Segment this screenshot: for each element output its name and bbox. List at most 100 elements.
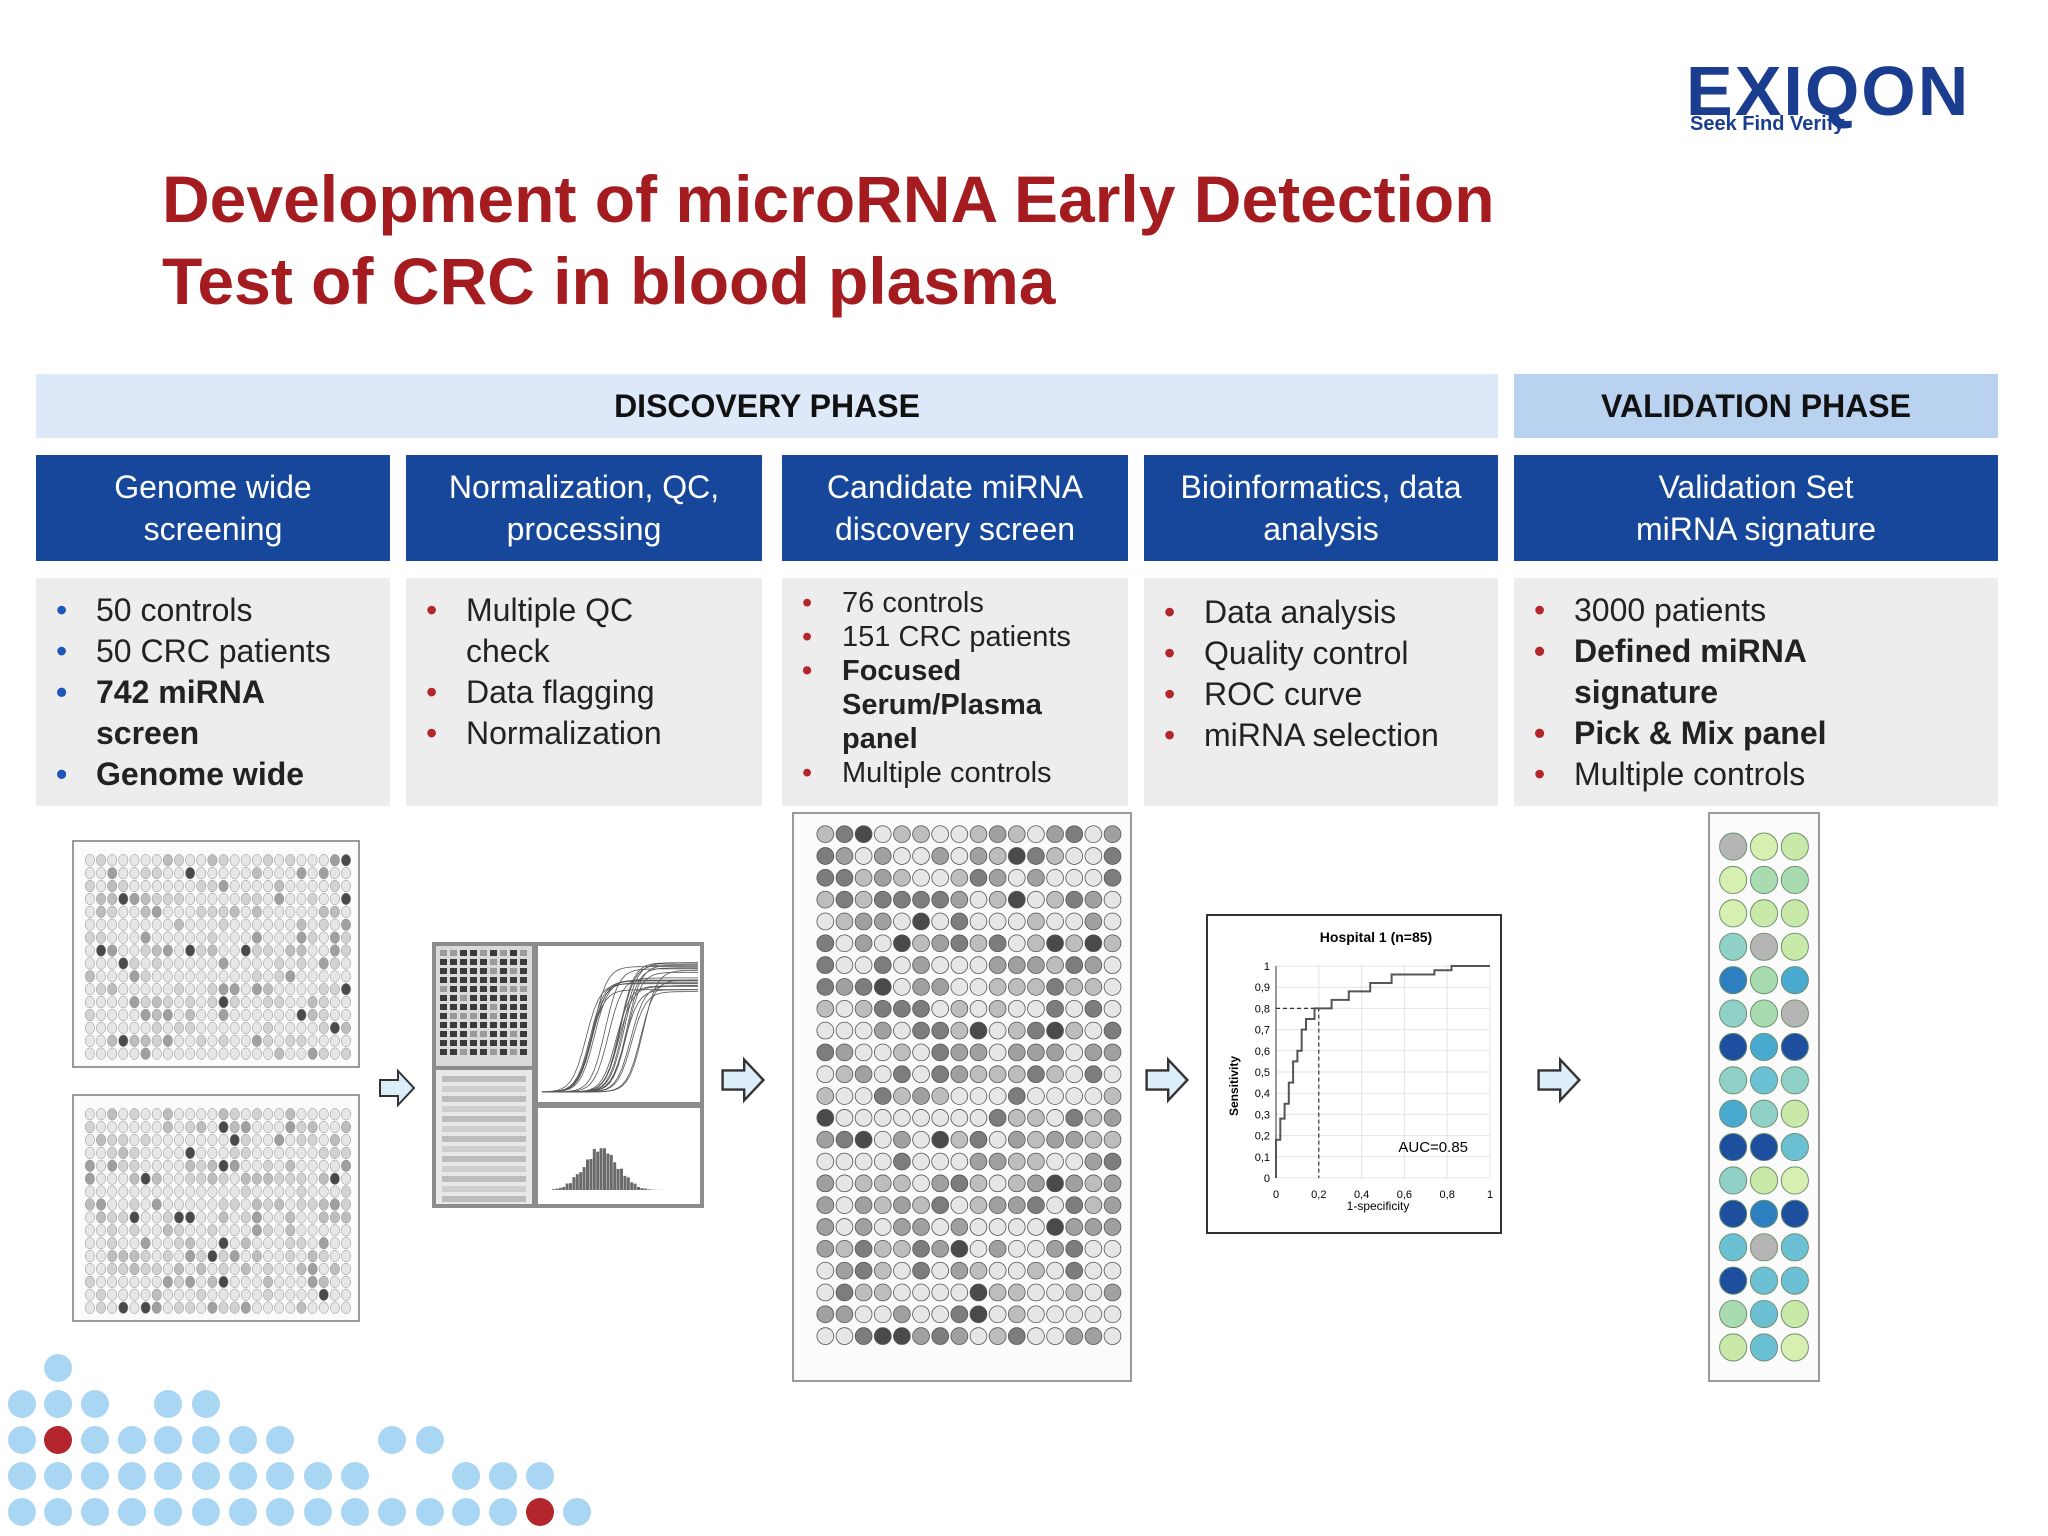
plate-well <box>274 1172 285 1185</box>
plate-well <box>931 890 950 909</box>
roc-xtick-label: 1 <box>1487 1189 1493 1201</box>
histogram-bar <box>555 1188 559 1190</box>
qc-grid-cell <box>440 995 447 1001</box>
plate-well <box>84 879 95 893</box>
plate-well <box>240 854 251 867</box>
plate-well <box>107 1133 118 1147</box>
plate-well <box>229 879 240 893</box>
plate-well <box>207 1034 218 1047</box>
plate-well <box>274 1047 285 1060</box>
plate-well <box>854 1109 873 1127</box>
plate-well <box>84 1198 95 1211</box>
plate-well <box>1103 1261 1122 1280</box>
plate-well <box>185 1301 196 1314</box>
plate-well <box>185 983 196 996</box>
plate-well <box>912 1152 930 1171</box>
qc-table-row <box>442 1156 526 1162</box>
qc-table-row <box>442 1166 526 1172</box>
plate-well <box>950 1087 969 1105</box>
plate-well <box>218 1211 229 1224</box>
plate-well <box>162 1198 173 1211</box>
plate-well <box>1084 1152 1103 1171</box>
qc-grid-cell <box>440 986 447 992</box>
plate-well <box>873 1327 892 1345</box>
plate-well <box>912 956 930 974</box>
plate-well <box>162 1250 173 1263</box>
plate-well <box>931 1065 950 1084</box>
bullet-text: 50 CRC patients <box>96 633 331 669</box>
plate-well <box>285 1237 296 1250</box>
plate-well <box>950 847 969 865</box>
qc-grid-cell <box>520 1022 527 1028</box>
qc-grid-cell <box>510 1049 517 1055</box>
plate-well <box>835 1152 854 1171</box>
roc-xtick-label: 0,8 <box>1440 1189 1455 1201</box>
plate-well <box>274 970 285 983</box>
plate-well <box>1084 978 1103 996</box>
qc-grid-cell <box>450 977 457 983</box>
plate-well <box>129 1108 140 1121</box>
plate-well <box>1046 1218 1064 1236</box>
plate-well <box>96 1262 106 1276</box>
plate-well <box>162 892 173 905</box>
plate-well <box>118 1198 129 1211</box>
plate-well <box>950 978 969 996</box>
roc-ytick-label: 0,2 <box>1255 1131 1270 1143</box>
plate-well <box>162 1224 173 1237</box>
plate-well <box>1103 1087 1122 1105</box>
plate-well <box>893 1174 911 1193</box>
plate-well <box>285 944 296 957</box>
strip-well <box>1780 865 1809 895</box>
plate-well <box>950 934 969 953</box>
plate-well <box>140 1108 151 1121</box>
plate-well <box>151 1288 162 1301</box>
plate-well <box>1103 1196 1122 1214</box>
discovery-phase-banner: DISCOVERY PHASE <box>36 374 1498 438</box>
plate-well <box>1103 1130 1122 1149</box>
plate-well <box>229 1211 240 1224</box>
strip-well <box>1719 832 1748 861</box>
plate-well <box>107 1185 118 1198</box>
plate-well <box>263 1301 273 1314</box>
plate-well <box>151 931 162 944</box>
plate-well <box>1065 912 1084 931</box>
qc-grid-cell <box>460 1004 467 1010</box>
qc-grid-cell <box>470 1022 477 1028</box>
plate-well <box>341 867 351 880</box>
qc-grid-cell <box>490 995 497 1001</box>
strip-well <box>1749 1199 1779 1228</box>
strip-well <box>1719 1133 1748 1162</box>
plate-well <box>84 1211 95 1224</box>
qc-grid-cell <box>470 986 477 992</box>
plate-well <box>118 918 129 931</box>
plate-well <box>1103 1065 1122 1084</box>
plate-well <box>240 970 251 983</box>
plate-well <box>185 1198 196 1211</box>
plate-well <box>969 890 988 909</box>
plate-well <box>118 957 129 970</box>
plate-well <box>263 1288 273 1301</box>
plate-well <box>307 1275 318 1288</box>
plate-well <box>988 1021 1007 1040</box>
plate-well <box>263 1047 273 1060</box>
plate-well <box>196 970 207 983</box>
qc-grid-cell <box>460 1013 467 1019</box>
plate-well <box>162 1121 173 1134</box>
plate-well <box>912 934 930 953</box>
plate-well <box>162 1185 173 1198</box>
plate-well <box>307 1198 318 1211</box>
plate-well <box>252 1133 262 1147</box>
plate-well <box>1065 1021 1084 1040</box>
plate-well <box>107 905 118 918</box>
plate-well <box>174 970 184 983</box>
qc-grid-cell <box>490 1040 497 1046</box>
qc-grid-cell <box>450 1031 457 1037</box>
qc-grid-cell <box>520 1031 527 1037</box>
plate-well <box>140 996 151 1009</box>
decorative-dot <box>416 1498 444 1526</box>
plate-well <box>912 868 930 887</box>
plate-well <box>196 983 207 996</box>
plate-well <box>329 931 340 944</box>
plate-well <box>252 892 262 905</box>
plate-well <box>196 1237 207 1250</box>
